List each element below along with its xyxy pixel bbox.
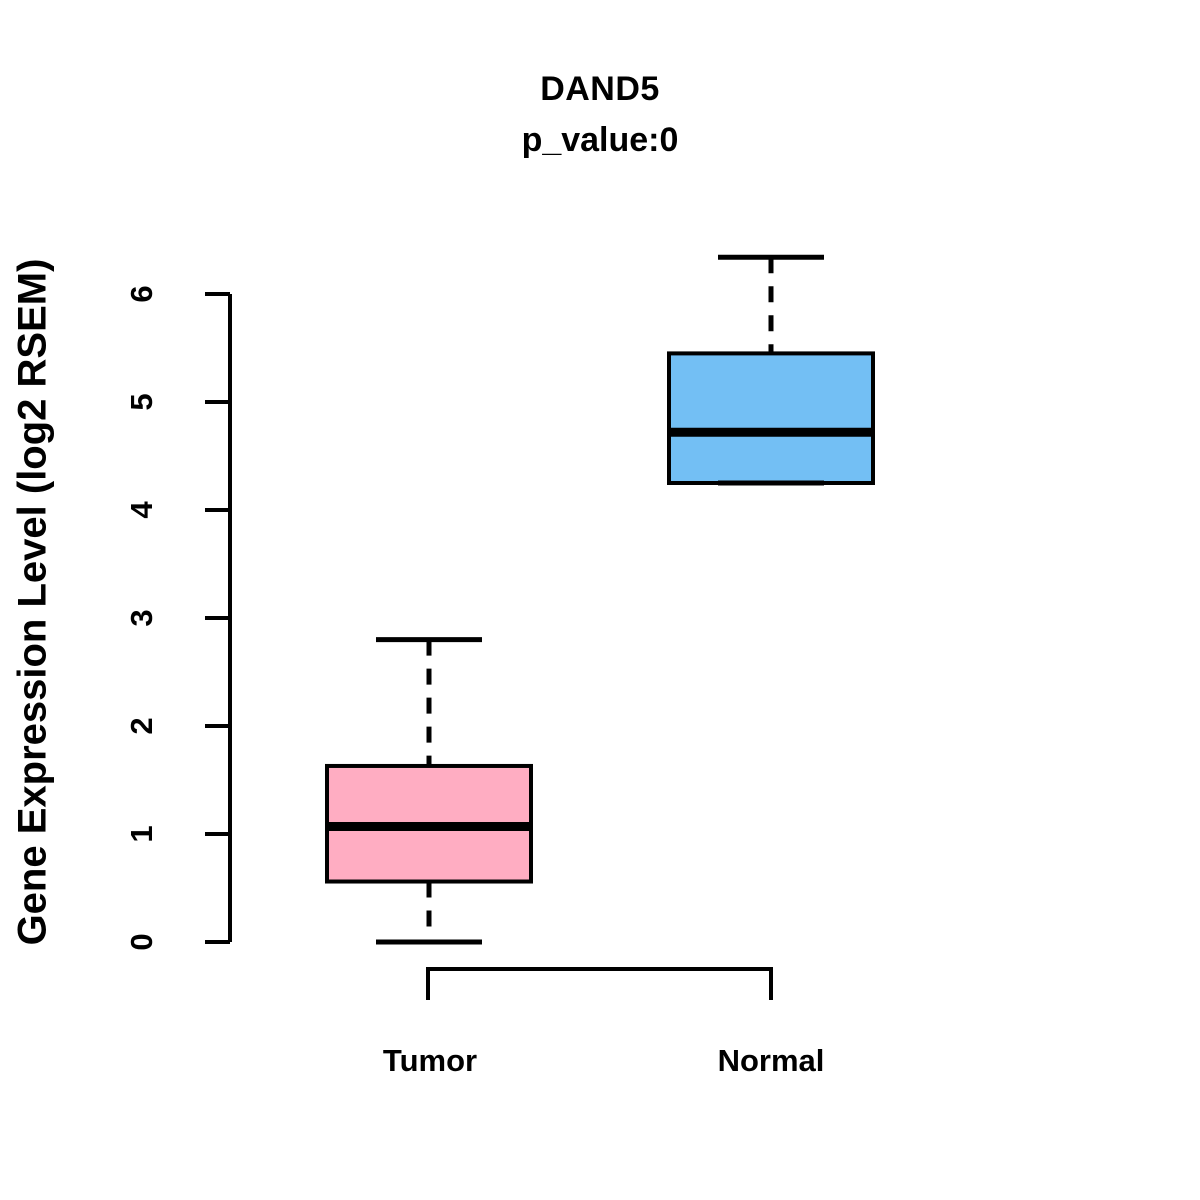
y-tick-label-0: 0 [124, 933, 159, 951]
y-tick-label-1: 1 [124, 825, 159, 843]
y-tick-label-5: 5 [124, 393, 159, 411]
y-tick-label-2: 2 [124, 717, 159, 735]
category-label-normal: Normal [717, 1043, 825, 1078]
chart-title: DAND5 [540, 70, 660, 108]
y-tick-label-4: 4 [124, 501, 159, 519]
normal-box [667, 351, 875, 485]
chart-subtitle: p_value:0 [521, 121, 679, 159]
comparison-bracket [426, 967, 773, 1000]
y-tick-label-3: 3 [124, 609, 159, 627]
y-axis-label: Gene Expression Level (log2 RSEM) [10, 258, 55, 946]
category-label-tumor: Tumor [382, 1043, 478, 1078]
y-tick-label-6: 6 [124, 285, 159, 303]
